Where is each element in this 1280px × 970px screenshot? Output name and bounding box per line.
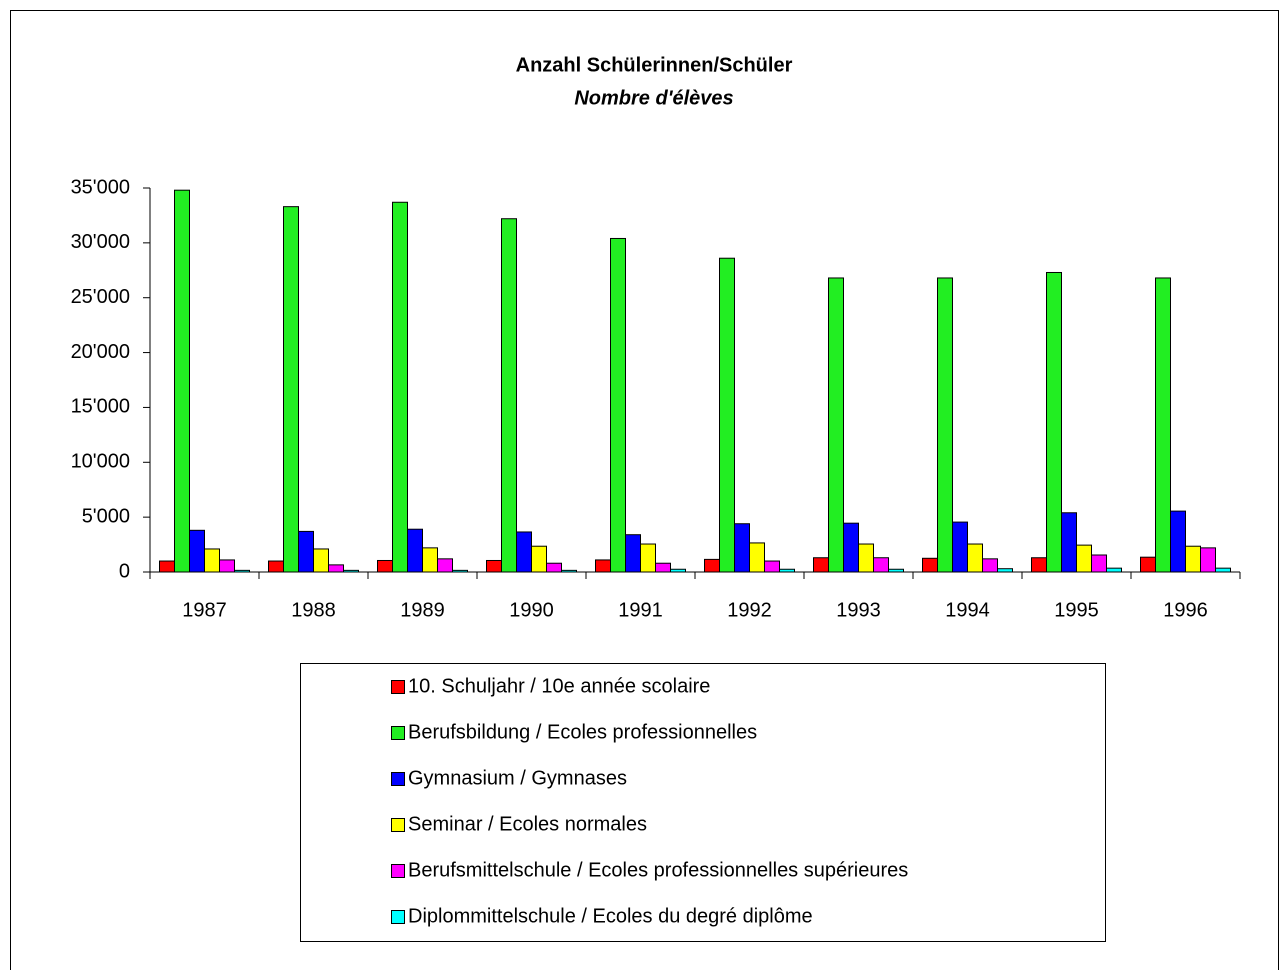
legend-label: Berufsbildung / Ecoles professionnelles (408, 721, 757, 743)
bar (610, 237, 626, 573)
legend-label: Gymnasium / Gymnases (408, 767, 627, 789)
x-tick-label: 1992 (727, 599, 772, 621)
legend-swatch (391, 864, 405, 878)
bar (174, 189, 190, 573)
y-tick-label: 10'000 (71, 451, 130, 473)
legend-swatch (391, 772, 405, 786)
legend-label: Seminar / Ecoles normales (408, 813, 647, 835)
bar (437, 558, 453, 573)
bar (1200, 547, 1216, 573)
bar (531, 545, 547, 573)
bar (486, 559, 502, 573)
bar (1091, 554, 1107, 573)
bar (937, 277, 953, 573)
bar (1046, 271, 1062, 573)
bar (858, 543, 874, 573)
bar (1106, 567, 1122, 573)
bar (843, 522, 859, 573)
bar (719, 257, 735, 573)
legend-swatch (391, 726, 405, 740)
frame (10, 10, 1279, 970)
bar (546, 562, 562, 573)
x-tick-label: 1993 (836, 599, 881, 621)
bar (734, 523, 750, 573)
bar (189, 529, 205, 573)
chart-title: Anzahl Schülerinnen/Schüler (516, 54, 793, 76)
bar (407, 528, 423, 573)
bar (764, 560, 780, 573)
bar (1155, 277, 1171, 573)
bar (982, 558, 998, 573)
bar (640, 543, 656, 573)
legend-label: Diplommittelschule / Ecoles du degré dip… (408, 905, 813, 927)
x-tick-label: 1989 (400, 599, 445, 621)
chart-subtitle: Nombre d'élèves (574, 87, 733, 109)
bar (749, 542, 765, 573)
bar (922, 557, 938, 573)
bar (1185, 545, 1201, 573)
x-tick-label: 1990 (509, 599, 554, 621)
bar (625, 534, 641, 573)
bar (952, 521, 968, 573)
bar (516, 531, 532, 573)
legend-label: Berufsmittelschule / Ecoles professionne… (408, 859, 908, 881)
y-tick-label: 25'000 (71, 286, 130, 308)
y-tick-label: 0 (119, 560, 130, 582)
legend-box (300, 663, 1106, 942)
bar (159, 560, 175, 573)
bar (873, 557, 889, 573)
bar (655, 562, 671, 573)
bar (268, 560, 284, 573)
x-tick-label: 1995 (1054, 599, 1099, 621)
y-tick-label: 15'000 (71, 396, 130, 418)
legend-label: 10. Schuljahr / 10e année scolaire (408, 675, 710, 697)
legend-swatch (391, 680, 405, 694)
bar (1061, 512, 1077, 573)
bar (204, 548, 220, 573)
bar (1076, 544, 1092, 573)
bar (1140, 556, 1156, 573)
bar (313, 548, 329, 573)
bar (704, 558, 720, 573)
x-tick-label: 1994 (945, 599, 990, 621)
bar (967, 543, 983, 573)
bar (283, 206, 299, 573)
x-tick-label: 1991 (618, 599, 663, 621)
y-tick-label: 20'000 (71, 341, 130, 363)
x-tick-label: 1987 (182, 599, 227, 621)
y-tick-label: 35'000 (71, 176, 130, 198)
bar (377, 559, 393, 573)
bar (595, 559, 611, 573)
bar (828, 277, 844, 573)
legend-swatch (391, 818, 405, 832)
bar (392, 201, 408, 573)
y-tick-label: 5'000 (82, 505, 130, 527)
bar (328, 564, 344, 573)
bar (1031, 557, 1047, 573)
bar (813, 557, 829, 573)
bar (422, 547, 438, 573)
bar (219, 559, 235, 573)
x-tick-label: 1996 (1163, 599, 1208, 621)
bar (298, 530, 314, 573)
bar (501, 218, 517, 573)
bar (1170, 510, 1186, 573)
x-tick-label: 1988 (291, 599, 336, 621)
bar (1215, 567, 1231, 573)
y-tick-label: 30'000 (71, 231, 130, 253)
legend-swatch (391, 910, 405, 924)
